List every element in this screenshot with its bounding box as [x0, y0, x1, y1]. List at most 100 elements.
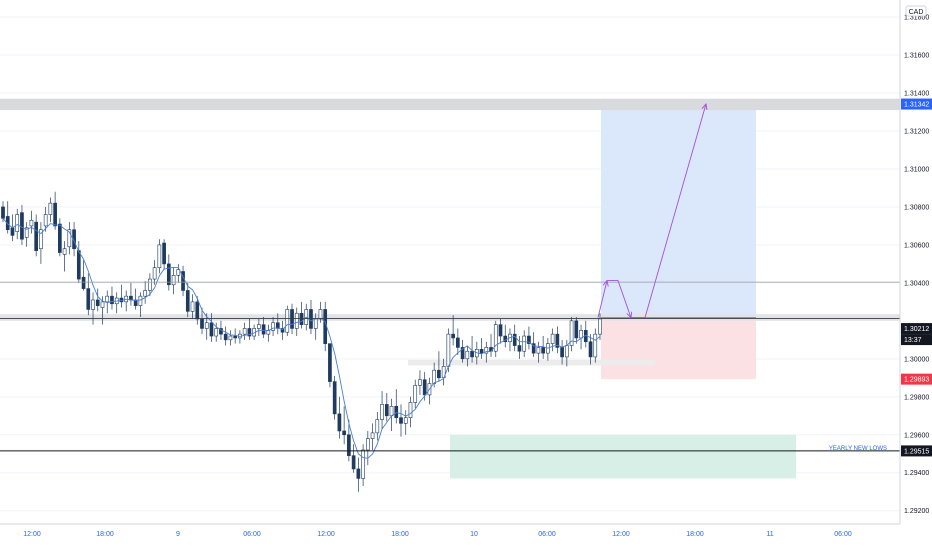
candle-body	[370, 432, 375, 439]
candle	[555, 326, 560, 354]
candle-body	[1, 206, 5, 219]
candle-body	[5, 216, 10, 231]
time-label: 06:00	[538, 531, 556, 538]
candle	[190, 294, 195, 319]
candle-body	[422, 379, 427, 396]
candle	[465, 345, 470, 367]
candle-body	[10, 227, 15, 236]
candle	[299, 301, 304, 329]
candle	[171, 267, 176, 295]
time-label: 9	[176, 531, 180, 538]
candle	[29, 210, 34, 234]
candle	[62, 241, 67, 272]
price-label: 1.29800	[904, 394, 929, 401]
candle-body	[257, 324, 261, 329]
candle	[380, 391, 384, 430]
candle-body	[53, 202, 57, 227]
candle	[209, 313, 214, 342]
candle	[133, 288, 138, 310]
candle-body	[39, 229, 43, 250]
candle-body	[579, 330, 583, 339]
candle-body	[81, 276, 86, 289]
currency-text: CAD	[909, 9, 924, 16]
candle	[294, 307, 299, 337]
candle	[370, 423, 375, 450]
candle	[309, 299, 313, 335]
time-label: 18:00	[96, 531, 114, 538]
candle	[143, 280, 147, 304]
time-label: 12:00	[317, 531, 335, 538]
candle-body	[479, 349, 484, 354]
time-axis[interactable]: 12:00 18:00 9 06:00 12:00 18:00 10 06:00 12:00 18…	[0, 523, 932, 550]
candle-body	[375, 419, 380, 434]
candle	[223, 326, 228, 346]
candle	[593, 328, 598, 363]
level-price-tag-bg	[901, 310, 932, 322]
candle-body	[228, 335, 233, 341]
candle	[95, 288, 100, 312]
candle	[233, 328, 238, 344]
candle	[546, 337, 550, 361]
candle	[332, 375, 337, 420]
price-label: 1.31400	[904, 91, 929, 98]
candle	[403, 410, 408, 435]
candle-body	[451, 333, 455, 339]
candle	[152, 260, 157, 285]
consolidation-zone	[408, 359, 655, 366]
currency-label[interactable]: CAD	[905, 5, 927, 17]
candle	[119, 284, 124, 308]
candle	[470, 336, 474, 363]
supply-zone-band	[0, 98, 900, 111]
candle-body	[105, 295, 110, 303]
price-label: 1.30000	[904, 356, 929, 363]
candle-body	[209, 322, 214, 337]
drawing-zones[interactable]	[0, 98, 900, 479]
candle-body	[62, 248, 67, 255]
candle	[413, 379, 418, 409]
candle-body	[242, 328, 247, 335]
projection-arrow-head	[602, 279, 609, 287]
candle-body	[20, 212, 24, 240]
candle-body	[498, 324, 503, 337]
candle-body	[58, 223, 62, 253]
candle-body	[384, 404, 389, 417]
price-axis[interactable]: 1.31800 1.31600 1.31400 1.31200 1.31000 1.308…	[899, 0, 932, 524]
candle	[162, 239, 166, 270]
candle	[508, 328, 512, 352]
level-price-tag: 1.30217	[904, 313, 929, 320]
candle	[34, 214, 39, 257]
price-label: 1.29400	[904, 470, 929, 477]
candle	[536, 341, 541, 363]
candle	[351, 444, 356, 473]
candle	[399, 404, 403, 437]
stop-price-tag-bg	[901, 373, 932, 385]
candle-body	[484, 347, 489, 354]
drawing-lines[interactable]	[0, 103, 900, 452]
candle-body	[67, 229, 72, 248]
moving-average-line	[2, 218, 601, 459]
time-label: 12:00	[612, 531, 630, 538]
candle-body	[456, 337, 460, 348]
candle	[356, 457, 361, 492]
candle-body	[531, 343, 536, 354]
candle-body	[361, 449, 365, 479]
candle-body	[233, 335, 238, 339]
candle	[114, 292, 119, 314]
candle-body	[280, 328, 285, 333]
candle	[569, 317, 574, 352]
candle-body	[195, 301, 200, 320]
time-label: 18:00	[686, 531, 704, 538]
price-label: 1.31800	[904, 15, 929, 22]
candle-body	[550, 333, 555, 344]
candle-body	[403, 417, 408, 424]
candle	[484, 341, 489, 363]
candle	[148, 273, 152, 297]
entry-zone-band	[0, 314, 900, 321]
candle	[228, 330, 233, 346]
candle-body	[275, 322, 280, 329]
candle	[512, 324, 517, 352]
target-price-tag-bg	[901, 98, 932, 110]
candle	[72, 222, 76, 257]
candle	[408, 396, 413, 428]
